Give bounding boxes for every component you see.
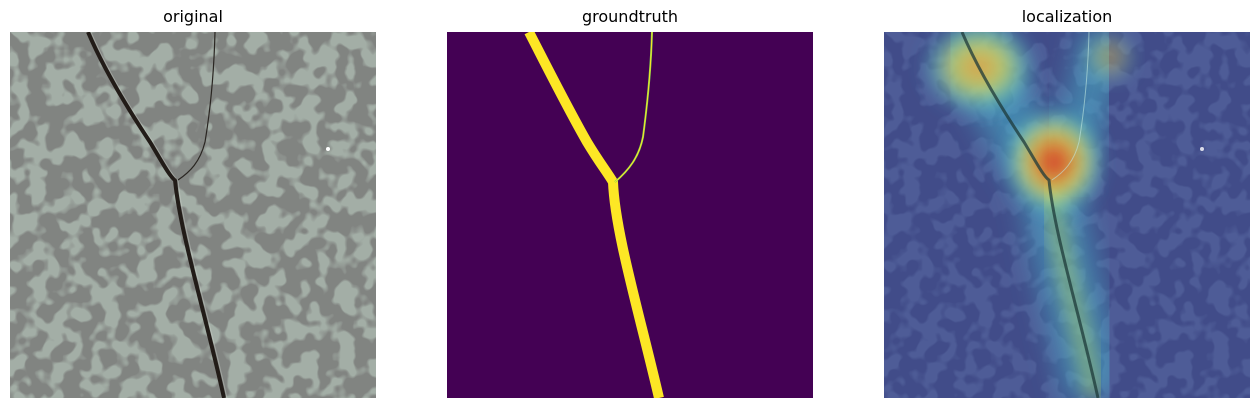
panel-title-original: original [163, 7, 223, 26]
heat-bright-spot [1200, 147, 1204, 151]
bright-spot [326, 147, 330, 151]
heat-center-hotspot [1002, 107, 1106, 217]
mask-background [447, 32, 813, 398]
localization-heatmap [884, 32, 1250, 398]
panel-title-groundtruth: groundtruth [581, 7, 678, 26]
heat-main-crack [960, 32, 1100, 398]
mask-main-crack [524, 32, 664, 398]
heat-top-hotspot [919, 32, 1039, 117]
crack-edge-highlight [90, 32, 228, 398]
mask-branch-crack-core [614, 32, 653, 183]
groundtruth-svg [447, 32, 813, 398]
main-crack [86, 32, 226, 398]
original-image [10, 32, 376, 398]
panel-title-localization: localization [1021, 7, 1113, 26]
stone-speckles [10, 32, 376, 398]
branch-crack [177, 32, 216, 181]
heat-top-right-spot [1079, 32, 1139, 87]
heat-branch-crack [1051, 32, 1090, 181]
localization-svg [884, 32, 1250, 398]
groundtruth-mask [447, 32, 813, 398]
original-image-svg [10, 32, 376, 398]
